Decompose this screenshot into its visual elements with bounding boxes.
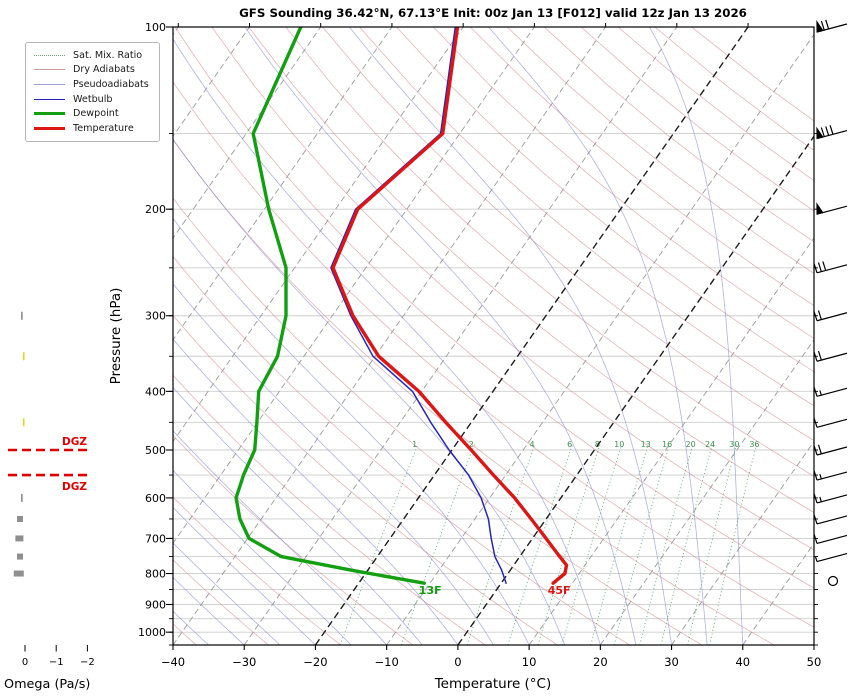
mixing-ratio-label: 20 xyxy=(686,440,696,449)
temperature-tick-label: 10 xyxy=(522,655,537,669)
pressure-tick-label: 400 xyxy=(145,385,166,398)
pressure-tick-label: 900 xyxy=(145,598,166,611)
temperature-tick-label: −30 xyxy=(232,655,256,669)
wind-barb xyxy=(814,552,848,563)
wind-barb xyxy=(813,514,848,525)
mixing-ratio-label: 6 xyxy=(567,440,572,449)
chart-background: 1 2 4 6 8 10 13 16 20 24 30 36 xyxy=(173,27,814,645)
wind-barb xyxy=(813,418,848,428)
mixing-ratio-label: 1 xyxy=(412,440,417,449)
temperature-tick-label: 50 xyxy=(807,655,822,669)
pressure-tick-label: 100 xyxy=(145,21,166,34)
legend-item-label: Dry Adiabats xyxy=(73,64,135,76)
temperature-tick-label: 20 xyxy=(593,655,608,669)
temperature-tick-label: −40 xyxy=(161,655,185,669)
legend-item-label: Sat. Mix. Ratio xyxy=(73,49,143,61)
mixing-ratio-label: 10 xyxy=(614,440,624,449)
dgz-label: DGZ xyxy=(62,436,87,448)
temperature-tick-label: −10 xyxy=(375,655,399,669)
legend-line-sample-icon xyxy=(34,126,65,130)
legend-item-pseudoadiabats: Pseudoadiabats xyxy=(34,77,149,92)
wind-barb xyxy=(816,19,848,33)
legend-item-label: Dewpoint xyxy=(73,108,119,120)
legend-line-sample-icon xyxy=(34,83,65,85)
wind-barb xyxy=(813,493,848,504)
temperature-axis-label: Temperature (°C) xyxy=(434,676,552,692)
surface-value-label: 45F xyxy=(548,584,571,597)
wind-barb xyxy=(816,125,848,140)
legend-line-sample-icon xyxy=(34,54,65,56)
legend-line-sample-icon xyxy=(34,112,65,116)
surface-annotations: 13F 45F xyxy=(419,584,571,597)
temperature-tick-label: 40 xyxy=(735,655,750,669)
wetbulb-curve xyxy=(330,27,507,584)
mixing-ratio-label: 8 xyxy=(595,440,600,449)
pressure-tick-label: 200 xyxy=(145,203,166,216)
legend-item-sat-mix-ratio: Sat. Mix. Ratio xyxy=(34,48,149,63)
surface-value-label: 13F xyxy=(419,584,442,597)
legend-line-sample-icon xyxy=(34,69,65,71)
dgz-overlay: DGZ DGZ xyxy=(8,436,88,493)
temperature-tick-label: −20 xyxy=(303,655,327,669)
dgz-label: DGZ xyxy=(62,481,87,493)
wind-barbs xyxy=(813,19,848,587)
legend-item-label: Wetbulb xyxy=(73,93,113,105)
omega-tick-label: −1 xyxy=(49,657,64,668)
legend-item-temperature: Temperature xyxy=(34,121,149,136)
mixing-ratio-label: 13 xyxy=(641,440,651,449)
wind-barb xyxy=(813,310,848,322)
wind-barb xyxy=(813,534,848,545)
pressure-tick-label: 600 xyxy=(145,492,166,505)
wind-barb xyxy=(813,470,848,481)
dewpoint-curve xyxy=(234,27,426,585)
pressure-tick-label: 300 xyxy=(145,310,166,323)
omega-tick-label: −2 xyxy=(80,657,95,668)
legend-item-label: Temperature xyxy=(73,122,134,134)
wind-barb xyxy=(813,261,848,274)
pressure-tick-label: 800 xyxy=(145,568,166,581)
pressure-tick-label: 700 xyxy=(145,532,166,545)
mixing-ratio-label: 16 xyxy=(662,440,672,449)
temperature-tick-label: 0 xyxy=(454,655,461,669)
omega-tick-label: 0 xyxy=(22,657,28,668)
omega-marks xyxy=(13,311,25,577)
sounding-curves xyxy=(234,27,569,585)
pressure-tick-label: 500 xyxy=(145,444,166,457)
mixing-ratio-label: 4 xyxy=(530,440,535,449)
wind-barb xyxy=(813,444,848,456)
mixing-ratio-label: 36 xyxy=(749,440,759,449)
mixing-ratio-label: 2 xyxy=(469,440,474,449)
legend-item-dry-adiabats: Dry Adiabats xyxy=(34,63,149,78)
omega-axis-label: Omega (Pa/s) xyxy=(4,677,90,692)
legend-item-label: Pseudoadiabats xyxy=(73,78,149,90)
mixing-ratio-label: 30 xyxy=(729,440,739,449)
wind-barb xyxy=(827,575,839,587)
legend: Sat. Mix. Ratio Dry Adiabats Pseudoadiabat… xyxy=(25,42,160,142)
pressure-tick-label: 1000 xyxy=(138,626,166,639)
legend-item-dewpoint: Dewpoint xyxy=(34,106,149,121)
wind-barb xyxy=(813,350,848,362)
chart-title: GFS Sounding 36.42°N, 67.13°E Init: 00z … xyxy=(239,6,747,20)
wind-barb xyxy=(813,387,848,397)
pressure-axis-label: Pressure (hPa) xyxy=(108,288,124,385)
wind-barb xyxy=(816,202,848,215)
legend-item-wetbulb: Wetbulb xyxy=(34,92,149,107)
temperature-tick-label: 30 xyxy=(664,655,679,669)
temperature-curve xyxy=(331,27,569,585)
legend-line-sample-icon xyxy=(34,98,65,100)
mixing-ratio-label: 24 xyxy=(705,440,715,449)
